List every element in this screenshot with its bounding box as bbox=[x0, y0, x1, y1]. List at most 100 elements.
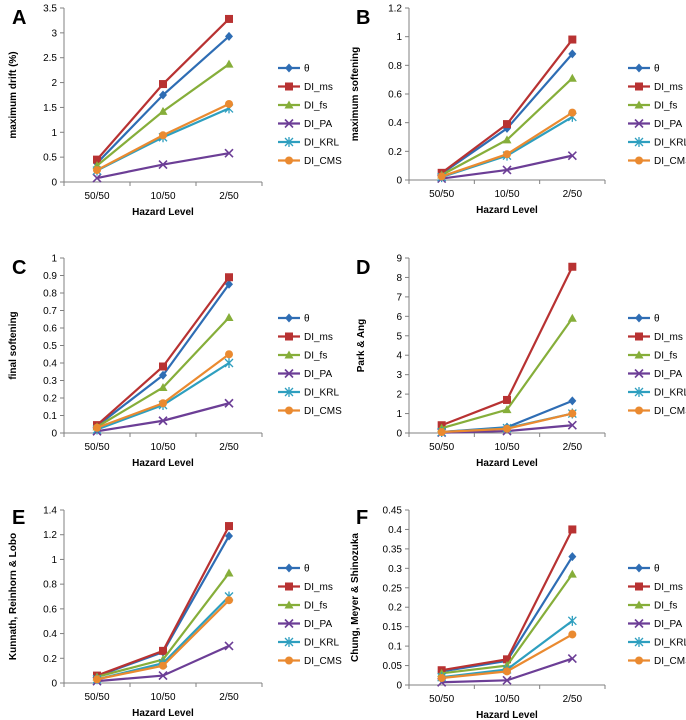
legend-label: θ bbox=[654, 314, 660, 325]
legend-label: DI_ms bbox=[654, 82, 683, 93]
data-point bbox=[224, 641, 234, 651]
data-point bbox=[503, 667, 511, 676]
data-point bbox=[93, 423, 101, 432]
legend-label: DI_ms bbox=[304, 332, 333, 343]
legend-label: DI_PA bbox=[304, 369, 332, 380]
data-point bbox=[158, 160, 168, 170]
data-point bbox=[568, 49, 577, 59]
x-axis-title: Hazard Level bbox=[132, 458, 194, 469]
y-tick-label: 0.2 bbox=[43, 394, 57, 405]
x-axis-title: Hazard Level bbox=[476, 458, 538, 469]
data-point bbox=[567, 653, 577, 664]
legend-marker bbox=[285, 582, 293, 591]
data-point bbox=[224, 313, 234, 321]
legend-marker bbox=[284, 368, 294, 379]
y-tick-label: 0.1 bbox=[388, 642, 402, 653]
legend-marker bbox=[634, 600, 644, 609]
chart-panel-b: B 0 0.2 0.4 0.6 0.8 1 1.2 50/50 10/50 2/50 Hazard L… bbox=[350, 4, 686, 217]
legend-label: DI_KRL bbox=[654, 638, 686, 649]
data-point bbox=[93, 166, 101, 175]
legend-marker bbox=[285, 563, 293, 573]
data-point bbox=[224, 398, 234, 408]
legend: θ DI_ms DI_fs DI_PA DI_KRL DI_CMS bbox=[628, 63, 686, 167]
chart-panel-a: A 0 0.5 1 1.5 2 2.5 3 3.5 50/50 10/50 2/50 Hazard Le… bbox=[8, 4, 342, 219]
data-point bbox=[568, 108, 577, 117]
data-point bbox=[224, 148, 234, 158]
legend-marker bbox=[284, 600, 294, 609]
legend-marker bbox=[285, 63, 293, 73]
data-point bbox=[503, 150, 511, 159]
y-tick-label: 2.5 bbox=[43, 53, 57, 64]
x-tick-label: 2/50 bbox=[219, 191, 239, 202]
data-point bbox=[225, 99, 233, 108]
data-point bbox=[567, 73, 577, 82]
chart-panel-f: F 0 0.05 0.1 0.15 0.2 0.25 0.3 0.35 0.4 0.45 50/50 1… bbox=[350, 506, 686, 720]
y-tick-label: 1 bbox=[51, 128, 57, 139]
data-point bbox=[567, 313, 577, 322]
legend-marker bbox=[285, 82, 293, 91]
legend-marker bbox=[285, 406, 293, 415]
data-point bbox=[225, 273, 233, 282]
legend-label: DI_KRL bbox=[654, 388, 686, 399]
x-tick-label: 50/50 bbox=[84, 191, 109, 202]
y-tick-label: 0.25 bbox=[383, 583, 403, 594]
legend-marker bbox=[284, 618, 294, 629]
y-tick-label: 0.5 bbox=[43, 153, 57, 164]
x-axis-title: Hazard Level bbox=[476, 205, 538, 216]
data-point bbox=[159, 399, 167, 408]
x-tick-label: 10/50 bbox=[494, 442, 519, 453]
y-tick-label: 8 bbox=[396, 273, 402, 284]
series-line-0 bbox=[441, 556, 574, 673]
y-tick-label: 0.2 bbox=[388, 147, 402, 158]
legend-label: DI_fs bbox=[304, 601, 327, 612]
legend-marker bbox=[634, 350, 644, 359]
x-tick-label: 10/50 bbox=[150, 692, 175, 703]
legend-label: DI_ms bbox=[654, 582, 683, 593]
legend-marker bbox=[284, 637, 294, 647]
y-tick-label: 0.2 bbox=[43, 654, 57, 665]
x-tick-label: 50/50 bbox=[429, 189, 454, 200]
data-point bbox=[502, 165, 512, 175]
legend-marker bbox=[284, 387, 294, 397]
legend-marker bbox=[285, 156, 293, 165]
data-point bbox=[567, 420, 577, 430]
y-tick-label: 0.5 bbox=[43, 341, 57, 352]
y-tick-label: 1.2 bbox=[43, 530, 57, 541]
legend-label: DI_KRL bbox=[304, 138, 339, 149]
legend: θ DI_ms DI_fs DI_PA DI_KRL DI_CMS bbox=[628, 563, 686, 667]
legend-marker bbox=[634, 368, 644, 379]
y-axis-title: final softening bbox=[8, 311, 19, 379]
legend-marker bbox=[634, 637, 644, 647]
legend-marker bbox=[634, 618, 644, 629]
legend-marker bbox=[635, 563, 643, 573]
legend-label: DI_CMS bbox=[304, 156, 342, 167]
panel-label: A bbox=[12, 7, 26, 29]
data-point bbox=[158, 383, 168, 391]
y-tick-label: 0.1 bbox=[43, 411, 57, 422]
data-point bbox=[567, 151, 577, 161]
y-tick-label: 5 bbox=[396, 331, 402, 342]
data-point bbox=[224, 358, 234, 368]
x-tick-label: 2/50 bbox=[219, 442, 239, 453]
data-point bbox=[568, 630, 577, 639]
y-tick-label: 0 bbox=[51, 679, 57, 690]
legend-marker bbox=[635, 82, 643, 91]
legend-label: DI_KRL bbox=[654, 138, 686, 149]
y-tick-label: 0.05 bbox=[383, 661, 403, 672]
y-axis-title: maximum drift (%) bbox=[8, 51, 19, 138]
x-axis-title: Hazard Level bbox=[132, 207, 194, 218]
y-tick-label: 0.7 bbox=[43, 306, 57, 317]
data-point bbox=[225, 596, 233, 605]
y-tick-label: 1 bbox=[396, 32, 402, 43]
data-point bbox=[437, 674, 446, 682]
y-tick-label: 1.4 bbox=[43, 506, 57, 517]
legend: θ DI_ms DI_fs DI_PA DI_KRL DI_CMS bbox=[278, 563, 342, 667]
legend-label: DI_fs bbox=[304, 101, 327, 112]
y-tick-label: 0.4 bbox=[388, 118, 402, 129]
chart-panel-c: C 0 0.1 0.2 0.3 0.4 0.5 0.6 0.7 0.8 0.9 1 50/50 10/50… bbox=[8, 254, 342, 470]
x-tick-label: 2/50 bbox=[563, 189, 583, 200]
y-axis-title: maximum softening bbox=[350, 47, 361, 141]
legend-label: DI_ms bbox=[304, 82, 333, 93]
y-tick-label: 0.8 bbox=[43, 580, 57, 591]
panel-label: D bbox=[356, 257, 370, 279]
